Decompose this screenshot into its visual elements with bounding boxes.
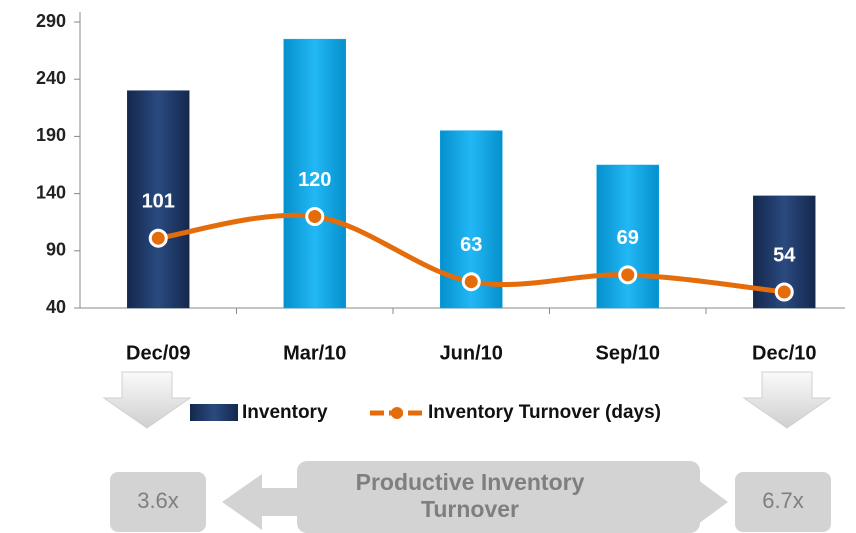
data-label: 63 — [460, 234, 482, 256]
y-tick-label: 140 — [36, 182, 66, 202]
y-tick-label: 240 — [36, 68, 66, 88]
point — [774, 282, 794, 302]
x-tick-label: Sep/10 — [596, 342, 660, 364]
x-tick-label: Dec/10 — [752, 342, 817, 364]
annotation: Productive Inventory — [356, 469, 585, 495]
annotation: 6.7x — [762, 488, 804, 513]
annotation: Turnover — [421, 496, 519, 522]
annotation: 3.6x — [137, 488, 179, 513]
data-label: 120 — [298, 169, 331, 191]
x-tick-label: Mar/10 — [283, 342, 346, 364]
bar — [127, 90, 190, 309]
bar — [283, 38, 346, 309]
data-label: 69 — [617, 227, 639, 249]
legend-label: Inventory — [242, 402, 328, 423]
x-tick-label: Jun/10 — [440, 342, 503, 364]
legend-label: Inventory Turnover (days) — [428, 402, 661, 423]
point — [148, 228, 168, 248]
x-tick-label: Dec/09 — [126, 342, 191, 364]
point — [305, 206, 325, 226]
y-tick-label: 90 — [46, 240, 66, 260]
data-label: 101 — [142, 190, 175, 212]
y-tick-label: 190 — [36, 125, 66, 145]
legend-swatch — [391, 407, 403, 419]
point — [461, 272, 481, 292]
legend-swatch — [190, 404, 238, 421]
y-tick-label: 40 — [46, 297, 66, 317]
y-tick-label: 290 — [36, 11, 66, 31]
data-label: 54 — [773, 244, 796, 266]
arrows — [102, 371, 832, 533]
point — [618, 265, 638, 285]
